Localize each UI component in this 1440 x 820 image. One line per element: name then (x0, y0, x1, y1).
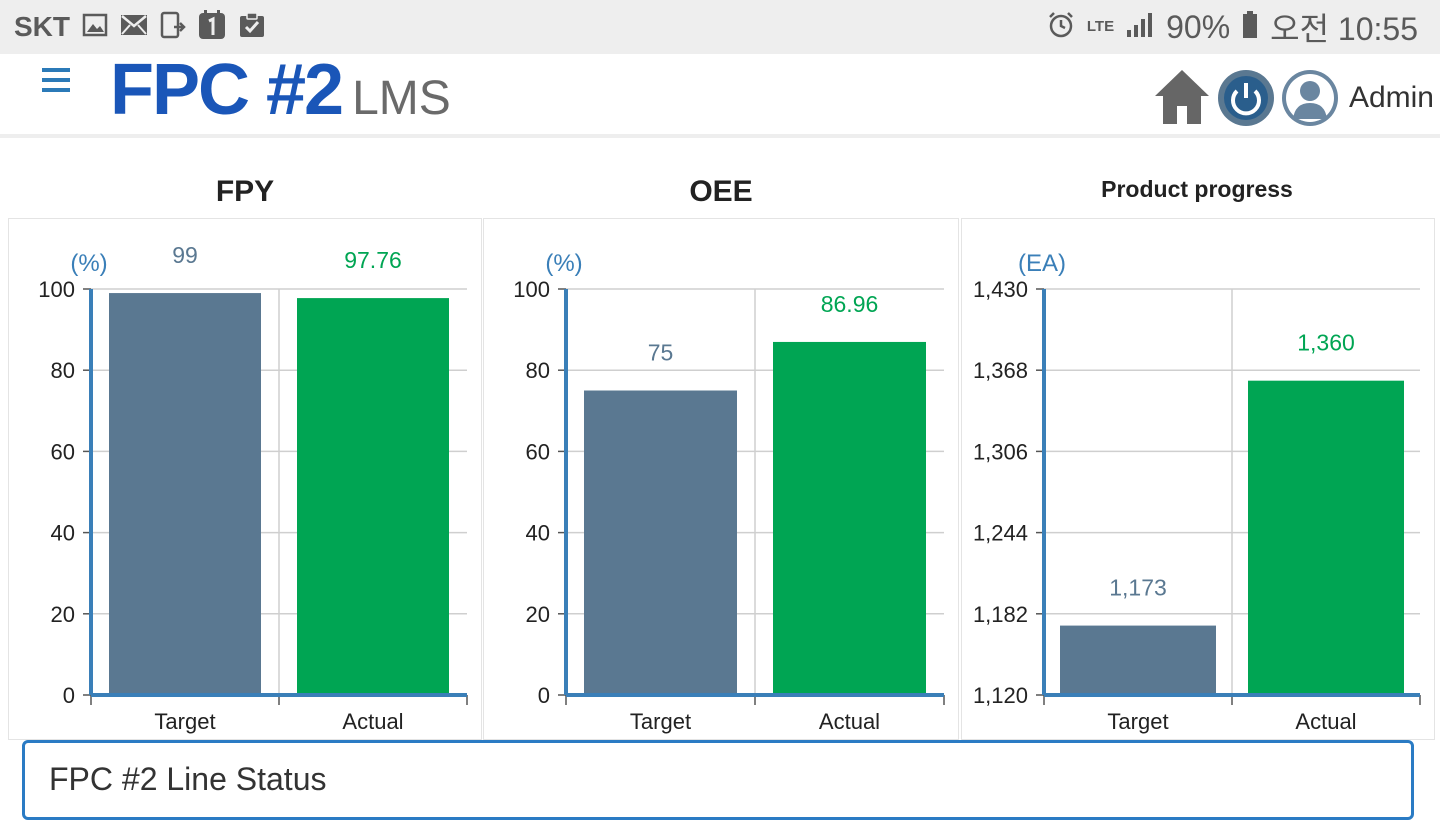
y-tick-label: 60 (51, 439, 75, 464)
y-tick-label: 40 (51, 521, 75, 546)
calendar-one-icon (198, 9, 226, 45)
x-category-label: Actual (342, 709, 403, 734)
y-tick-label: 1,430 (973, 277, 1028, 302)
app-logo[interactable]: FPC #2 LMS (110, 54, 451, 126)
y-tick-label: 60 (526, 439, 550, 464)
clipboard-check-icon (238, 11, 266, 44)
alarm-icon (1047, 11, 1075, 44)
power-icon[interactable] (1217, 69, 1275, 127)
chart-title-product-progress: Product progress (1101, 176, 1293, 202)
y-tick-label: 1,182 (973, 602, 1028, 627)
y-tick-label: 0 (63, 683, 75, 708)
chart-title-fpy: FPY (215, 175, 275, 208)
y-tick-label: 1,306 (973, 439, 1028, 464)
home-icon[interactable] (1153, 68, 1211, 128)
y-unit-label: (EA) (1018, 250, 1066, 277)
x-category-label: Actual (1295, 709, 1356, 734)
app-header: FPC #2 LMS Admin (0, 54, 1440, 138)
battery-percent: 90% (1166, 8, 1231, 45)
bar-actual[interactable] (773, 341, 926, 695)
bar-value-label: 97.76 (344, 247, 402, 273)
chart-title-oee: OEE (689, 175, 753, 208)
product-progress-chart: (EA) 1,120 1,182 1,244 1,306 1,368 1,430 1,173 T… (973, 250, 1421, 734)
bar-actual[interactable] (297, 298, 449, 695)
status-bar: SKT LTE 90% 오전 10:55 (0, 0, 1440, 54)
bar-value-label: 75 (648, 340, 674, 366)
status-bar-left: SKT (14, 0, 266, 54)
chart-panel-oee: (%) 0 20 40 60 80 100 75 Target 86.96 Actual (483, 218, 959, 740)
chart-panel-fpy: (%) 0 20 40 60 80 100 99 Target 97.76 Actual (8, 218, 482, 740)
y-tick-label: 80 (526, 358, 550, 383)
status-bar-right: LTE 90% 오전 10:55 (1047, 0, 1418, 54)
carrier-label: SKT (14, 11, 70, 42)
bar-target[interactable] (109, 293, 261, 695)
y-tick-label: 1,368 (973, 358, 1028, 383)
x-category-label: Target (630, 709, 691, 734)
y-tick-label: 1,120 (973, 683, 1028, 708)
bar-value-label: 1,173 (1109, 575, 1167, 601)
line-status-title: FPC #2 Line Status (49, 761, 327, 797)
network-type-label: LTE (1086, 18, 1115, 35)
y-tick-label: 20 (51, 602, 75, 627)
menu-icon[interactable] (40, 68, 72, 96)
bar-value-label: 86.96 (821, 291, 879, 317)
y-unit-label: (%) (70, 250, 107, 277)
y-tick-label: 20 (526, 602, 550, 627)
mail-icon (120, 14, 148, 41)
fpy-chart: (%) 0 20 40 60 80 100 99 Target 97.76 Actual (38, 242, 468, 734)
cast-icon (160, 11, 186, 44)
bar-actual[interactable] (1248, 380, 1404, 695)
x-category-label: Target (154, 709, 215, 734)
y-unit-label: (%) (545, 250, 582, 277)
bar-target[interactable] (584, 390, 737, 696)
clock-time: 오전 10:55 (1270, 11, 1418, 47)
chart-panel-product-progress: (EA) 1,120 1,182 1,244 1,306 1,368 1,430 1,173 T… (961, 218, 1435, 740)
line-status-panel: FPC #2 Line Status (22, 740, 1414, 820)
user-name[interactable]: Admin (1348, 81, 1434, 114)
bar-value-label: 99 (172, 242, 198, 268)
battery-icon (1242, 10, 1258, 44)
y-tick-label: 100 (38, 277, 75, 302)
y-tick-label: 0 (538, 683, 550, 708)
bar-value-label: 1,360 (1297, 330, 1355, 356)
image-icon (82, 12, 108, 43)
bar-target[interactable] (1060, 625, 1216, 695)
logo-main-text: FPC #2 (110, 50, 344, 130)
oee-chart: (%) 0 20 40 60 80 100 75 Target 86.96 Actual (513, 250, 945, 734)
y-tick-label: 80 (51, 358, 75, 383)
user-icon[interactable] (1281, 69, 1339, 127)
x-category-label: Actual (819, 709, 880, 734)
header-actions: Admin (1153, 68, 1434, 128)
y-tick-label: 40 (526, 521, 550, 546)
signal-icon (1126, 12, 1154, 43)
y-tick-label: 100 (513, 277, 550, 302)
x-category-label: Target (1107, 709, 1168, 734)
y-tick-label: 1,244 (973, 521, 1028, 546)
logo-sub-text: LMS (352, 72, 451, 125)
